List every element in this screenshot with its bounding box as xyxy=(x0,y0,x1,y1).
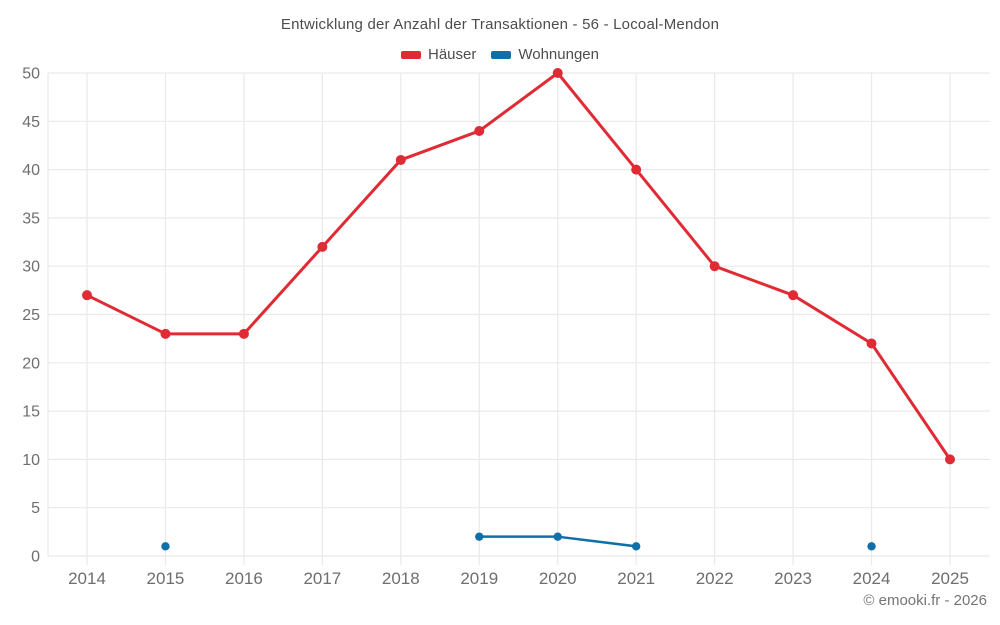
data-point xyxy=(788,290,799,301)
copyright-footer: © emooki.fr - 2026 xyxy=(863,592,987,609)
y-tick-label: 50 xyxy=(22,66,40,83)
legend-label: Häuser xyxy=(428,46,477,63)
y-tick-label: 20 xyxy=(22,355,40,372)
data-point xyxy=(475,532,484,541)
x-tick-label: 2022 xyxy=(696,569,734,588)
data-point xyxy=(709,261,720,272)
y-tick-label: 30 xyxy=(22,259,40,276)
data-point xyxy=(161,542,170,551)
chart-title: Entwicklung der Anzahl der Transaktionen… xyxy=(280,16,720,33)
legend-swatch-icon xyxy=(401,50,421,59)
y-tick-label: 25 xyxy=(22,307,40,324)
x-tick-label: 2015 xyxy=(147,569,185,588)
data-point xyxy=(395,154,406,165)
y-tick-label: 5 xyxy=(31,500,40,517)
x-tick-label: 2023 xyxy=(774,569,812,588)
data-point xyxy=(553,532,562,541)
data-point xyxy=(867,542,876,551)
data-point xyxy=(866,338,877,349)
data-point xyxy=(631,164,642,175)
x-tick-label: 2019 xyxy=(460,569,498,588)
y-tick-label: 45 xyxy=(22,114,40,131)
legend-item-0[interactable]: Häuser xyxy=(401,46,476,63)
x-tick-label: 2021 xyxy=(617,569,655,588)
y-tick-label: 40 xyxy=(22,162,40,179)
legend: Häuser Wohnungen xyxy=(0,46,1000,63)
data-point xyxy=(238,328,249,339)
legend-swatch-icon xyxy=(491,50,512,59)
x-tick-label: 2025 xyxy=(931,569,969,588)
y-tick-label: 0 xyxy=(31,549,40,566)
x-tick-label: 2024 xyxy=(853,569,891,588)
legend-label: Wohnungen xyxy=(518,46,599,63)
data-point xyxy=(631,542,641,551)
data-point xyxy=(160,328,171,339)
legend-item-1[interactable]: Wohnungen xyxy=(491,46,599,63)
y-tick-label: 35 xyxy=(22,210,40,227)
x-tick-label: 2017 xyxy=(303,569,341,588)
x-tick-label: 2016 xyxy=(225,569,263,588)
series-line-0 xyxy=(85,71,952,461)
x-tick-label: 2018 xyxy=(382,569,420,588)
data-point xyxy=(552,68,563,78)
data-point xyxy=(474,125,485,136)
x-tick-label: 2020 xyxy=(539,569,577,588)
y-tick-label: 10 xyxy=(22,452,40,469)
y-tick-label: 15 xyxy=(22,404,40,421)
data-point xyxy=(317,241,328,252)
data-point xyxy=(945,454,955,465)
x-tick-label: 2014 xyxy=(68,569,106,588)
data-point xyxy=(82,290,92,301)
